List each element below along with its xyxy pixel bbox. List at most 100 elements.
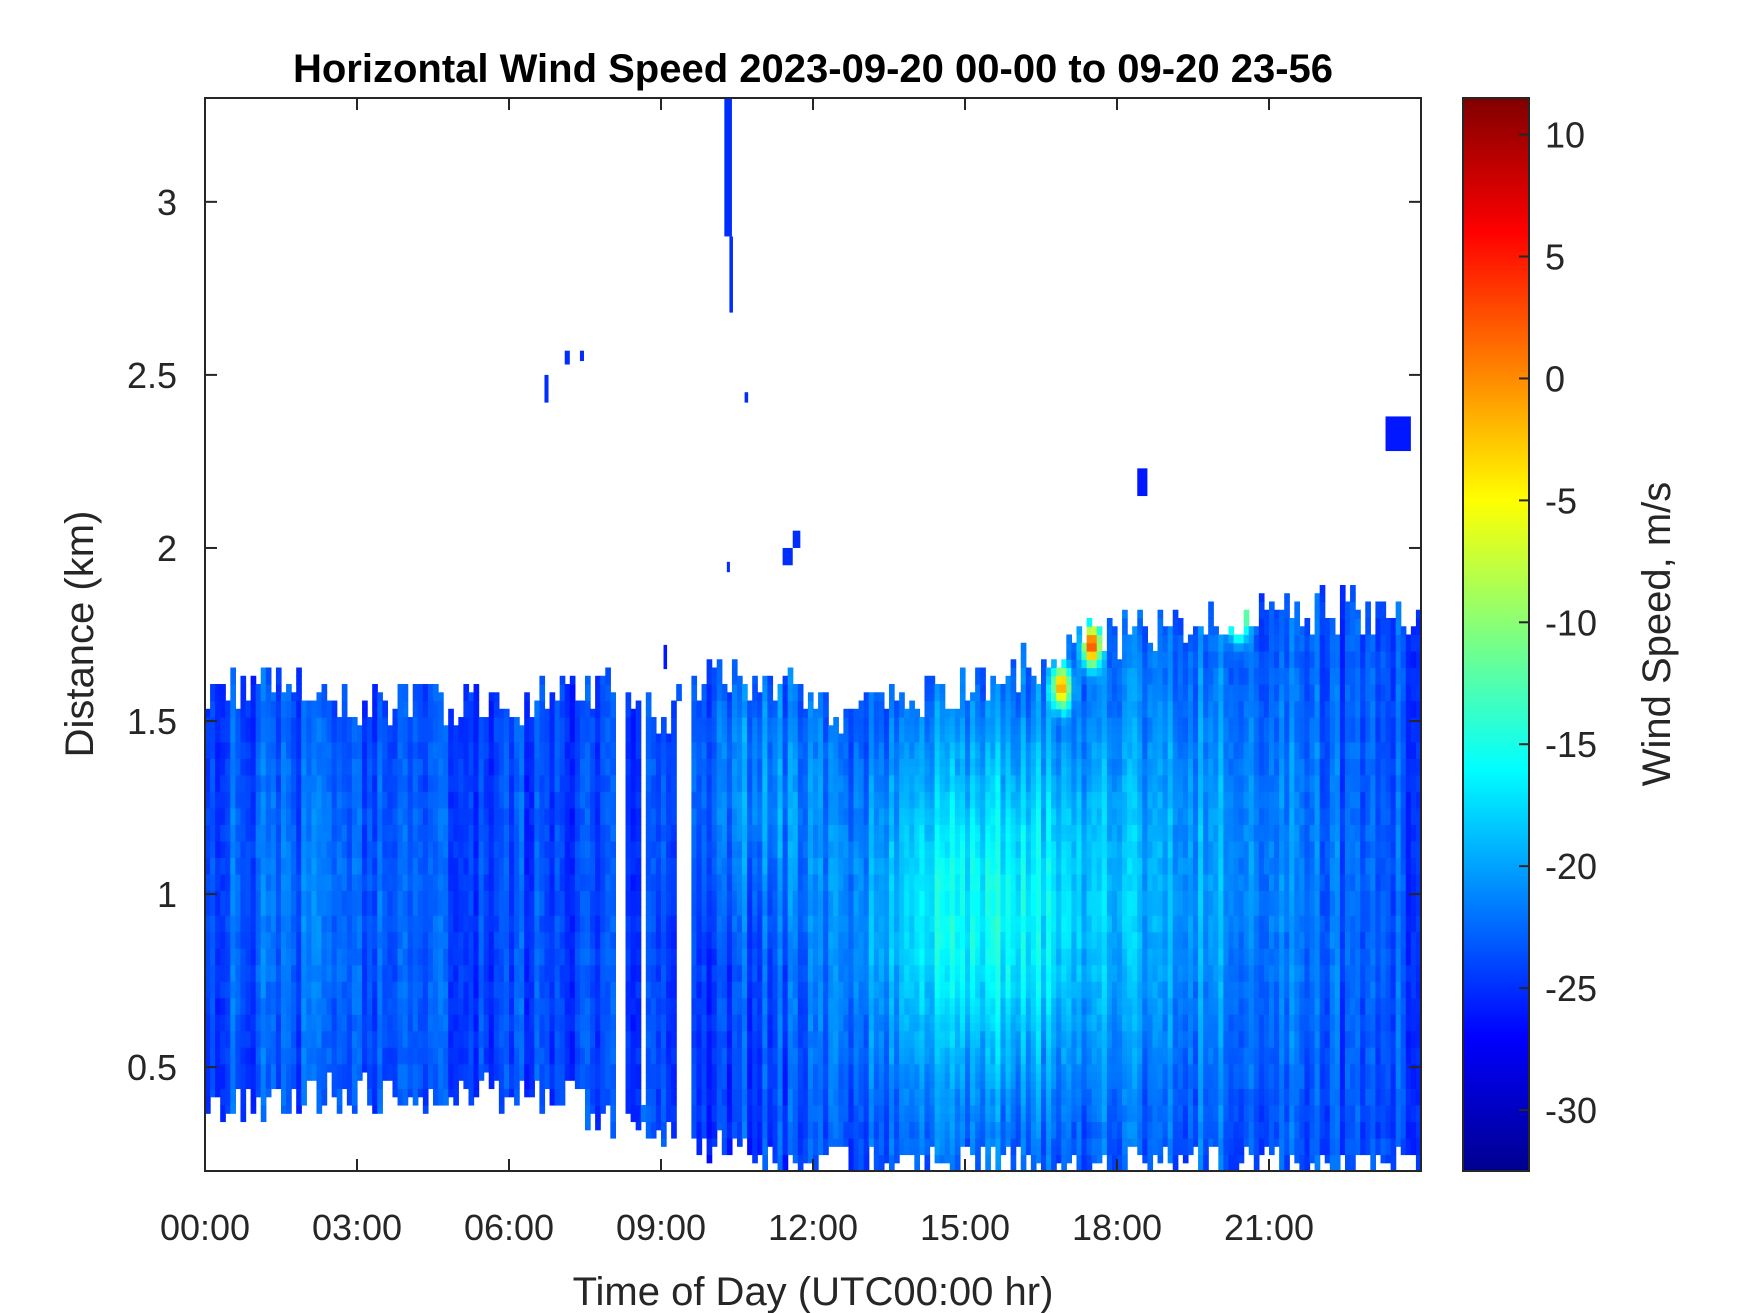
heatmap-cell — [595, 684, 601, 693]
heatmap-cell — [230, 915, 236, 924]
heatmap-cell — [397, 865, 404, 875]
heatmap-cell — [397, 807, 404, 817]
heatmap-cell — [509, 890, 515, 900]
heatmap-cell — [716, 873, 723, 883]
heatmap-cell — [387, 783, 394, 792]
heatmap-cell — [635, 1047, 642, 1057]
heatmap-cell — [610, 931, 616, 941]
heatmap-cell — [412, 956, 419, 966]
heatmap-cell — [503, 1005, 510, 1015]
heatmap-cell — [696, 857, 703, 867]
heatmap-cell — [230, 807, 236, 817]
heatmap-cell — [281, 1055, 287, 1065]
heatmap-cell — [605, 774, 611, 784]
heatmap-cell — [341, 1038, 348, 1048]
heatmap-cell — [478, 741, 485, 751]
heatmap-cell — [503, 857, 510, 867]
heatmap-cell — [377, 750, 383, 759]
heatmap-cell — [524, 783, 530, 792]
heatmap-cell — [427, 1030, 434, 1040]
heatmap-cell — [605, 857, 611, 867]
heatmap-cell — [463, 1063, 470, 1073]
heatmap-cell — [407, 939, 414, 949]
heatmap-cell — [438, 964, 444, 974]
heatmap-cell — [655, 766, 662, 776]
heatmap-cell — [362, 923, 368, 933]
heatmap-cell — [666, 1047, 672, 1057]
heatmap-cell — [210, 915, 216, 924]
heatmap-cell — [514, 849, 520, 858]
heatmap-cell — [372, 1096, 378, 1106]
heatmap-cell — [250, 989, 257, 999]
heatmap-cell — [509, 750, 515, 759]
heatmap-cell — [519, 915, 525, 924]
heatmap-cell — [635, 939, 642, 949]
heatmap-cell — [346, 849, 353, 858]
heatmap-cell — [595, 766, 601, 776]
heatmap-cell — [716, 1014, 723, 1024]
heatmap-cell — [549, 807, 556, 817]
heatmap-cell — [422, 774, 429, 784]
heatmap-cell — [549, 882, 556, 891]
heatmap-cell — [625, 783, 632, 792]
heatmap-cell — [564, 1063, 571, 1073]
heatmap-cell — [453, 824, 459, 834]
heatmap-cell — [650, 931, 657, 941]
heatmap-cell — [311, 972, 318, 982]
heatmap-cell — [230, 857, 236, 867]
heatmap-cell — [270, 865, 277, 875]
heatmap-cell — [240, 741, 247, 751]
heatmap-cell — [625, 956, 632, 966]
heatmap-cell — [291, 1047, 297, 1057]
heatmap-cell — [260, 708, 267, 718]
heatmap-cell — [564, 906, 571, 916]
heatmap-cell — [655, 1038, 662, 1048]
heatmap-cell — [737, 832, 743, 842]
heatmap-cell — [316, 840, 323, 850]
heatmap-cell — [574, 1005, 581, 1015]
heatmap-cell — [463, 882, 470, 891]
heatmap-cell — [357, 923, 363, 933]
heatmap-cell — [438, 890, 444, 900]
heatmap-cell — [433, 1063, 439, 1073]
heatmap-cell — [230, 1038, 236, 1048]
heatmap-cell — [296, 708, 302, 718]
heatmap-cell — [716, 989, 723, 999]
heatmap-cell — [529, 717, 535, 726]
heatmap-cell — [691, 807, 698, 817]
heatmap-cell — [296, 882, 302, 891]
heatmap-cell — [691, 733, 698, 743]
heatmap-cell — [296, 948, 302, 957]
heatmap-cell — [549, 1014, 556, 1024]
heatmap-cell — [286, 857, 292, 867]
heatmap-cell — [205, 997, 211, 1007]
heatmap-cell — [493, 733, 500, 743]
heatmap-cell — [519, 997, 525, 1007]
heatmap-cell — [250, 890, 257, 900]
heatmap-cell — [377, 741, 383, 751]
heatmap-cell — [230, 799, 236, 809]
heatmap-cell — [655, 840, 662, 850]
heatmap-cell — [326, 939, 333, 949]
heatmap-cell — [281, 791, 287, 801]
heatmap-cell — [407, 1014, 414, 1024]
heatmap-cell — [407, 840, 414, 850]
heatmap-cell — [726, 1014, 733, 1024]
heatmap-cell — [331, 857, 338, 867]
heatmap-cell — [600, 939, 606, 949]
heatmap-cell — [711, 717, 718, 726]
heatmap-cell — [438, 956, 444, 966]
heatmap-cell — [534, 906, 540, 916]
heatmap-cell — [362, 981, 368, 991]
heatmap-cell — [240, 915, 247, 924]
heatmap-cell — [351, 931, 358, 941]
heatmap-cell — [544, 1038, 551, 1048]
heatmap-cell — [336, 807, 343, 817]
heatmap-cell — [731, 1014, 738, 1024]
heatmap-cell — [210, 783, 216, 792]
heatmap-cell — [539, 865, 546, 875]
heatmap-cell — [321, 890, 328, 900]
heatmap-cell — [468, 873, 475, 883]
heatmap-cell — [326, 1055, 333, 1065]
heatmap-cell — [382, 807, 388, 817]
